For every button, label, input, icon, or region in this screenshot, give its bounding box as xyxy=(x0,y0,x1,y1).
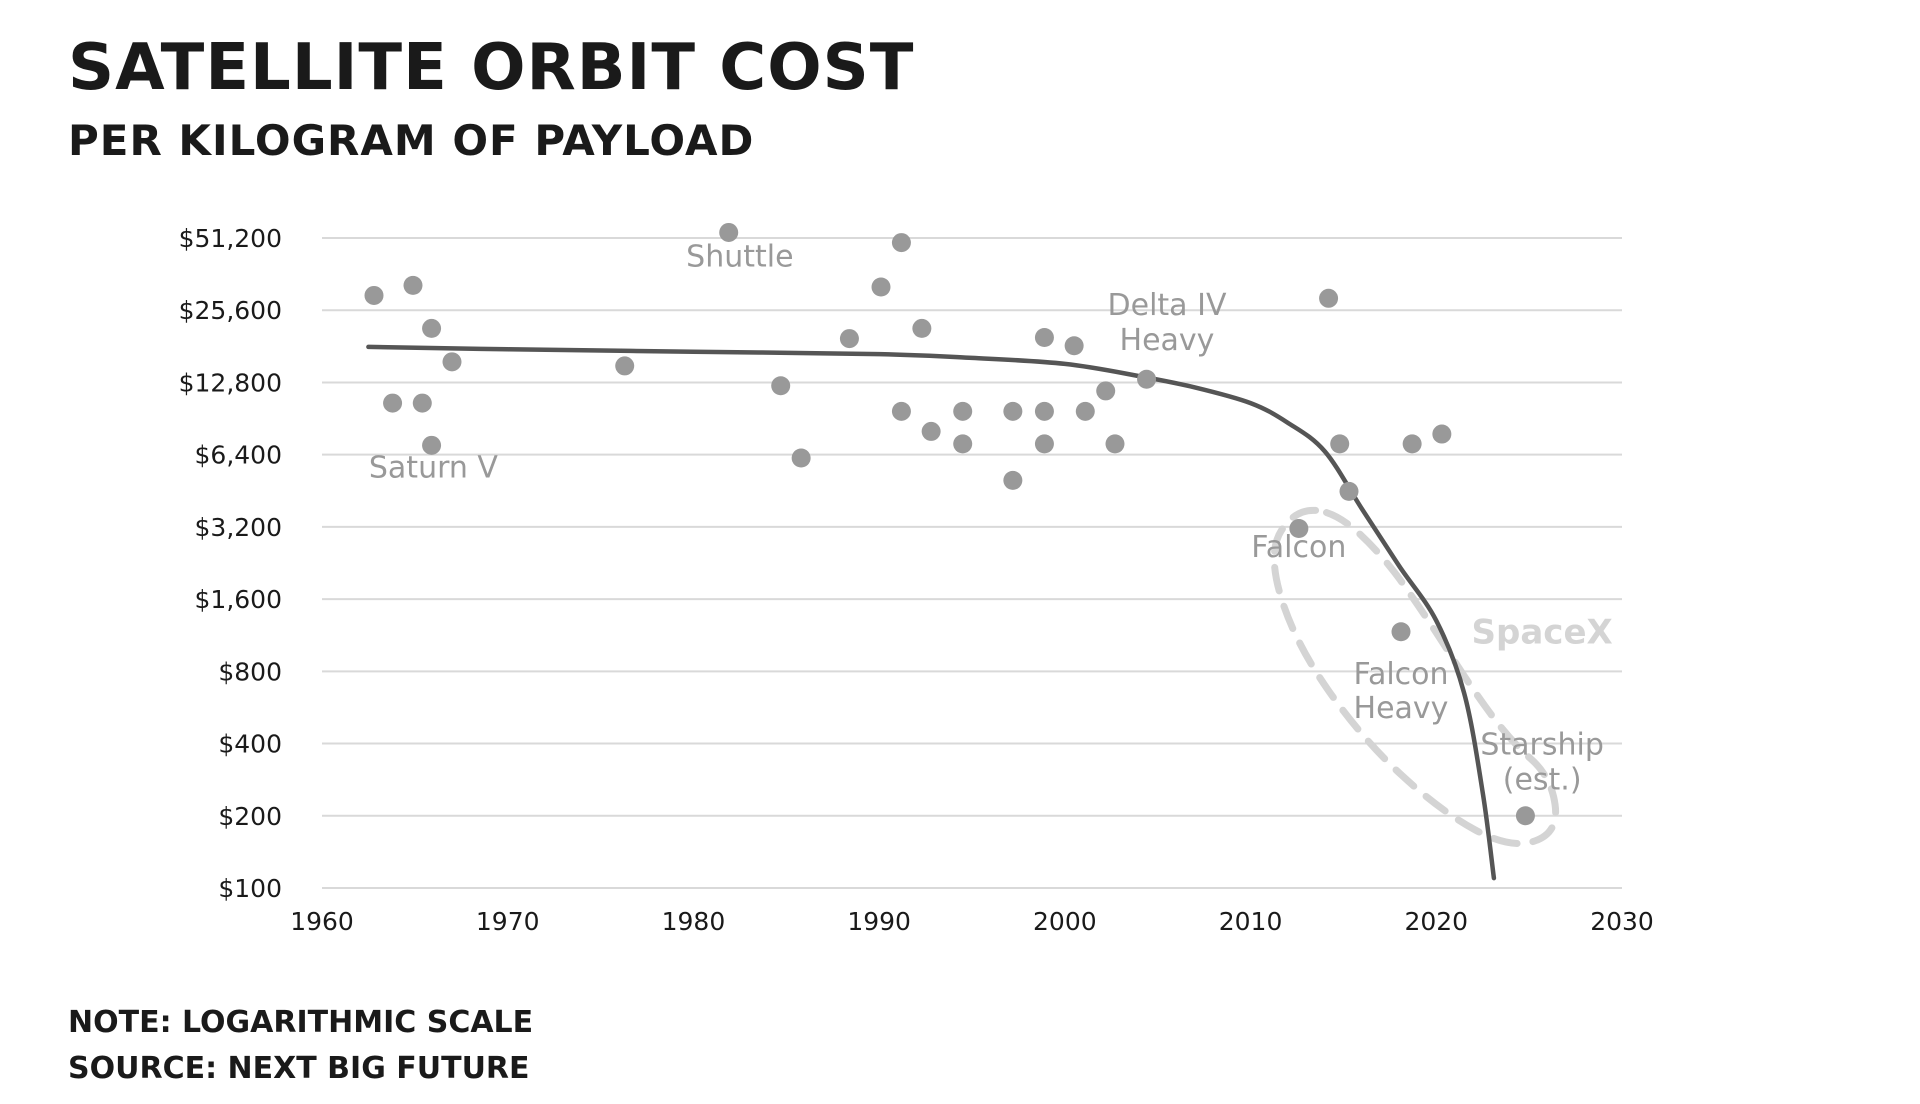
trend-line-layer xyxy=(366,344,1497,881)
data-point xyxy=(771,376,791,396)
data-point xyxy=(953,434,973,454)
x-tick-label: 2010 xyxy=(1219,907,1283,936)
spacex-group-outline xyxy=(1270,506,1560,847)
x-tick-label: 1960 xyxy=(290,907,354,936)
data-point xyxy=(1034,328,1054,348)
y-tick-label: $400 xyxy=(218,730,282,759)
data-point xyxy=(1391,622,1411,642)
data-point xyxy=(1402,434,1422,454)
data-point xyxy=(1515,806,1535,826)
y-tick-label: $12,800 xyxy=(179,368,282,397)
data-point xyxy=(891,401,911,421)
data-point xyxy=(1075,401,1095,421)
data-point xyxy=(891,233,911,253)
data-point xyxy=(1339,481,1359,501)
x-tick-label: 1990 xyxy=(847,907,911,936)
source-note: SOURCE: NEXT BIG FUTURE xyxy=(68,1051,530,1086)
spacex-group-label: SpaceX xyxy=(1472,613,1613,653)
y-tick-label: $6,400 xyxy=(195,441,282,470)
scale-note: NOTE: LOGARITHMIC SCALE xyxy=(68,1005,534,1040)
point-annotation: Heavy xyxy=(1120,323,1215,358)
data-point xyxy=(1003,401,1023,421)
y-tick-label: $800 xyxy=(218,657,282,686)
chart-title: SATELLITE ORBIT COST xyxy=(68,31,915,105)
data-point xyxy=(1034,434,1054,454)
data-points-layer xyxy=(364,222,1535,826)
point-annotation: Heavy xyxy=(1354,691,1449,726)
x-tick-label: 1980 xyxy=(662,907,726,936)
point-annotation: Starship xyxy=(1480,728,1604,763)
data-point xyxy=(1330,434,1350,454)
x-axis-labels: 1960 1970 1980 1990 2000 2010 2020 2030 xyxy=(290,907,1654,936)
y-tick-label: $200 xyxy=(218,802,282,831)
data-point xyxy=(719,222,739,242)
data-point xyxy=(953,401,973,421)
data-point xyxy=(921,421,941,441)
x-tick-label: 1970 xyxy=(476,907,540,936)
data-point xyxy=(1137,369,1157,389)
x-tick-label: 2030 xyxy=(1590,907,1654,936)
data-point xyxy=(1064,336,1084,356)
trend-line xyxy=(366,344,1497,881)
data-point xyxy=(364,285,384,305)
data-point xyxy=(1003,470,1023,490)
chart-subtitle: PER KILOGRAM OF PAYLOAD xyxy=(68,116,755,165)
grid-layer xyxy=(322,237,1622,889)
data-point xyxy=(412,393,432,413)
point-annotation: Falcon xyxy=(1251,530,1346,565)
data-point xyxy=(403,275,423,295)
data-point xyxy=(839,329,859,349)
spacex-group-layer xyxy=(1270,506,1560,847)
point-annotation: Shuttle xyxy=(686,239,793,274)
point-annotation: Delta IV xyxy=(1108,288,1227,323)
y-tick-label: $25,600 xyxy=(179,296,282,325)
y-tick-label: $51,200 xyxy=(179,224,282,253)
point-annotation: Saturn V xyxy=(369,450,499,485)
y-tick-label: $1,600 xyxy=(195,585,282,614)
data-point xyxy=(871,277,891,297)
data-point xyxy=(1034,401,1054,421)
y-axis-labels: $100 $200 $400 $800 $1,600 $3,200 $6,400 $12,80… xyxy=(179,224,282,903)
point-annotation: (est.) xyxy=(1503,763,1582,798)
x-tick-label: 2000 xyxy=(1033,907,1097,936)
data-point xyxy=(442,352,462,372)
data-point xyxy=(1432,424,1452,444)
data-point xyxy=(1319,288,1339,308)
data-point xyxy=(912,318,932,338)
data-point xyxy=(1096,381,1116,401)
data-point xyxy=(791,448,811,468)
y-tick-label: $3,200 xyxy=(195,513,282,542)
x-tick-label: 2020 xyxy=(1404,907,1468,936)
data-point xyxy=(1105,434,1125,454)
data-point xyxy=(422,435,442,455)
y-tick-label: $100 xyxy=(218,874,282,903)
data-point xyxy=(615,356,635,376)
data-point xyxy=(422,318,442,338)
data-point xyxy=(1289,519,1309,539)
data-point xyxy=(383,393,403,413)
point-annotation: Falcon xyxy=(1353,657,1448,692)
